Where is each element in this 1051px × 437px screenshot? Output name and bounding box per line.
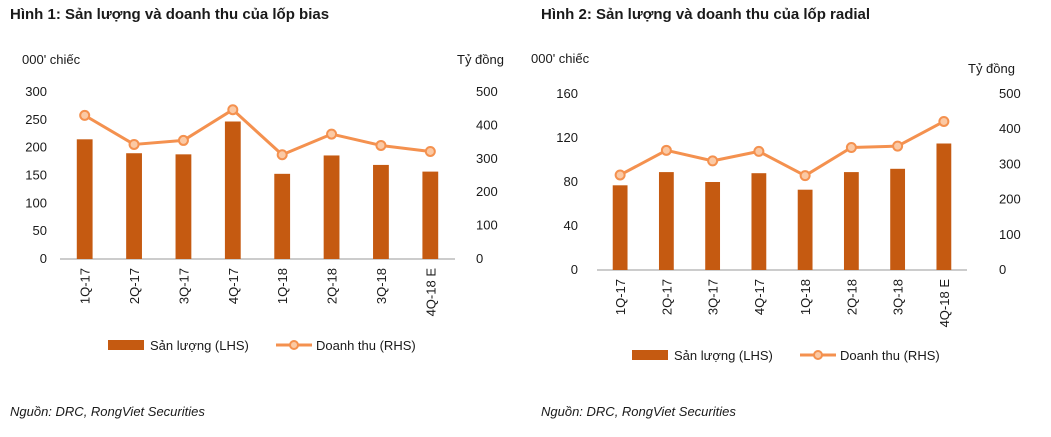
- right-tick-label: 200: [999, 192, 1021, 207]
- source-note-2: Nguồn: DRC, RongViet Securities: [541, 404, 736, 419]
- left-tick-label: 80: [564, 174, 578, 189]
- right-tick-label: 100: [476, 218, 498, 233]
- category-label: 2Q-18: [844, 279, 859, 315]
- left-tick-label: 120: [556, 130, 578, 145]
- left-tick-label: 0: [571, 262, 578, 277]
- bar-4q-18-e: [422, 171, 439, 259]
- category-label: 1Q-17: [78, 268, 93, 304]
- category-label: 3Q-18: [891, 279, 906, 315]
- category-label: 3Q-18: [374, 268, 389, 304]
- legend-bar-label: Sản lượng (LHS): [150, 338, 249, 353]
- category-label: 1Q-18: [798, 279, 813, 315]
- bar-4q-17: [224, 121, 241, 260]
- right-tick-label: 400: [999, 121, 1021, 136]
- category-label: 1Q-18: [275, 268, 290, 304]
- right-tick-label: 300: [476, 151, 498, 166]
- left-tick-label: 100: [25, 195, 47, 210]
- left-tick-label: 50: [33, 223, 47, 238]
- category-label: 4Q-18 E: [423, 268, 438, 317]
- revenue-point-4q-18-e: [424, 145, 436, 157]
- bar-4q-18-e: [936, 143, 952, 270]
- chart-title-2: Hình 2: Sản lượng và doanh thu của lốp r…: [541, 6, 871, 23]
- revenue-line: [619, 120, 945, 178]
- category-label: 3Q-17: [706, 279, 721, 315]
- category-label: 2Q-17: [127, 268, 142, 304]
- bar-2q-18: [323, 155, 340, 259]
- chart-title-1: Hình 1: Sản lượng và doanh thu của lốp b…: [10, 6, 330, 23]
- bar-3q-17: [175, 154, 192, 259]
- category-label: 4Q-17: [752, 279, 767, 315]
- revenue-point-2q-17: [660, 144, 672, 156]
- category-label: 4Q-18 E: [937, 279, 952, 328]
- right-tick-label: 300: [999, 156, 1021, 171]
- bar-2q-18: [843, 172, 859, 270]
- bar-1q-18: [274, 173, 291, 259]
- revenue-point-1q-17: [79, 109, 91, 121]
- revenue-point-4q-17: [753, 145, 765, 157]
- legend-line-marker: [289, 340, 299, 350]
- right-tick-label: 200: [476, 184, 498, 199]
- right-axis-unit: Tỷ đồng: [968, 61, 1015, 76]
- bar-1q-17: [612, 185, 628, 270]
- revenue-point-1q-18: [276, 149, 288, 161]
- right-tick-label: 500: [999, 86, 1021, 101]
- left-tick-label: 250: [25, 112, 47, 127]
- revenue-point-2q-17: [128, 138, 140, 150]
- legend-bar-swatch: [632, 350, 668, 360]
- bar-2q-17: [658, 172, 674, 270]
- revenue-point-4q-17: [227, 104, 239, 116]
- legend-bar-swatch: [108, 340, 144, 350]
- bar-2q-17: [126, 153, 142, 259]
- left-tick-label: 150: [25, 168, 47, 183]
- revenue-point-2q-18: [326, 128, 338, 140]
- revenue-point-3q-17: [707, 155, 719, 167]
- left-axis-unit: 000' chiếc: [22, 52, 81, 67]
- bar-1q-18: [797, 189, 813, 270]
- legend-bar-label: Sản lượng (LHS): [674, 348, 773, 363]
- right-tick-label: 100: [999, 227, 1021, 242]
- right-tick-label: 500: [476, 84, 498, 99]
- chart-panel-2: Hình 2: Sản lượng và doanh thu của lốp r…: [531, 0, 1051, 437]
- legend-line-label: Doanh thu (RHS): [840, 348, 940, 363]
- combo-chart-1: 000' chiếc Tỷ đồng 0 50 100 150 200 250 300 0 100 2…: [22, 52, 504, 353]
- bar-3q-17: [705, 182, 721, 270]
- left-tick-label: 0: [40, 251, 47, 266]
- category-label: 3Q-17: [176, 268, 191, 304]
- bar-3q-18: [373, 164, 389, 259]
- category-label: 2Q-18: [325, 268, 340, 304]
- legend-line-marker: [813, 350, 823, 360]
- revenue-point-2q-18: [845, 142, 857, 154]
- right-tick-label: 0: [999, 262, 1006, 277]
- bar-4q-17: [751, 173, 767, 270]
- revenue-point-1q-18: [799, 170, 811, 182]
- category-label: 4Q-17: [226, 268, 241, 304]
- revenue-point-3q-17: [177, 134, 189, 146]
- category-label: 1Q-17: [613, 279, 628, 315]
- left-tick-label: 300: [25, 84, 47, 99]
- left-tick-label: 200: [25, 140, 47, 155]
- left-tick-label: 160: [556, 86, 578, 101]
- right-tick-label: 400: [476, 117, 498, 132]
- legend-line-label: Doanh thu (RHS): [316, 338, 416, 353]
- right-axis-unit: Tỷ đồng: [457, 52, 504, 67]
- revenue-point-3q-18: [892, 140, 904, 152]
- revenue-line: [83, 108, 431, 157]
- revenue-point-3q-18: [375, 139, 387, 151]
- revenue-point-1q-17: [614, 169, 626, 181]
- chart-panel-1: Hình 1: Sản lượng và doanh thu của lốp b…: [0, 0, 520, 437]
- category-label: 2Q-17: [659, 279, 674, 315]
- bar-3q-18: [890, 168, 906, 270]
- right-tick-label: 0: [476, 251, 483, 266]
- source-note-1: Nguồn: DRC, RongViet Securities: [10, 404, 205, 419]
- left-tick-label: 40: [564, 218, 578, 233]
- combo-chart-2: 000' chiếc Tỷ đồng 0 40 80 120 160 0 100 200 300 40…: [531, 51, 1021, 363]
- left-axis-unit: 000' chiếc: [531, 51, 590, 66]
- bar-1q-17: [76, 139, 93, 259]
- revenue-point-4q-18-e: [938, 115, 950, 127]
